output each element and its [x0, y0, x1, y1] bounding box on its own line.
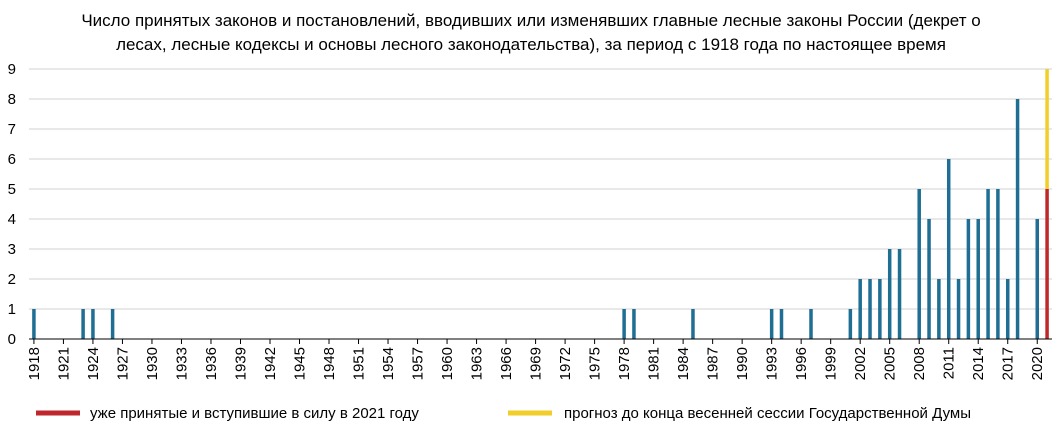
x-tick-label: 2014 [970, 347, 987, 380]
bar-main-2017 [1005, 279, 1010, 339]
legend: уже принятые и вступившие в силу в 2021 … [36, 405, 971, 422]
bar-main-1978 [622, 309, 626, 339]
y-tick-label: 7 [8, 121, 16, 138]
x-tick-label: 1933 [173, 347, 190, 380]
bar-main-1997 [809, 309, 813, 339]
bar-main-1926 [110, 309, 115, 339]
bar-main-2015 [986, 189, 990, 339]
y-tick-label: 4 [8, 211, 16, 228]
bar-main-1923 [81, 309, 85, 339]
bar-main-2016 [996, 189, 1000, 339]
x-tick-label: 1963 [469, 347, 486, 380]
y-tick-label: 0 [8, 331, 16, 348]
x-tick-label: 1954 [380, 347, 397, 380]
x-tick-label: 1981 [646, 347, 663, 380]
bar-adopted_2021-2021 [1045, 189, 1049, 339]
x-tick-label: 1939 [232, 347, 249, 380]
x-tick-label: 2005 [882, 347, 899, 380]
bar-main-2008 [917, 189, 921, 339]
bar-main-2002 [858, 279, 862, 339]
bar-main-1993 [769, 309, 774, 339]
x-tick-label: 1927 [114, 347, 131, 380]
x-tick-label: 1921 [55, 347, 72, 380]
y-tick-label: 2 [8, 271, 16, 288]
bar-main-1924 [91, 309, 95, 339]
bar-forecast_2021-2021 [1045, 69, 1049, 189]
bar-main-2006 [897, 249, 902, 339]
bar-main-1979 [632, 309, 636, 339]
x-tick-label: 1930 [144, 347, 161, 380]
x-tick-label: 1996 [793, 347, 810, 380]
x-tick-label: 1945 [292, 347, 309, 380]
x-tick-label: 1948 [321, 347, 338, 380]
x-tick-label: 1918 [26, 347, 43, 380]
x-tick-label: 2020 [1029, 347, 1046, 380]
x-tick-label: 1984 [675, 347, 692, 380]
bar-main-2003 [868, 279, 872, 339]
bar-main-2011 [946, 159, 951, 339]
bar-main-1985 [691, 309, 695, 339]
x-tick-label: 1987 [705, 347, 722, 380]
x-tick-label: 2002 [852, 347, 869, 380]
x-tick-label: 1990 [734, 347, 751, 380]
bar-main-2001 [848, 309, 853, 339]
x-tick-label: 1969 [528, 347, 545, 380]
bar-main-1918 [32, 309, 36, 339]
legend-label-adopted: уже принятые и вступившие в силу в 2021 … [90, 405, 419, 422]
x-tick-label: 2008 [911, 347, 928, 380]
bar-main-2009 [927, 219, 931, 339]
y-tick-label: 3 [8, 241, 16, 258]
y-tick-label: 9 [8, 61, 16, 78]
bar-main-2004 [878, 279, 882, 339]
bar-main-2013 [966, 219, 971, 339]
x-tick-label: 1999 [823, 347, 840, 380]
y-axis-ticks: 0 1 2 3 4 5 6 7 8 9 [8, 61, 16, 348]
bar-main-2010 [937, 279, 941, 339]
x-tick-label: 1942 [262, 347, 279, 380]
chart-title-line-2: лесах, лесные кодексы и основы лесного з… [116, 35, 946, 54]
y-tick-label: 5 [8, 181, 16, 198]
bars [32, 69, 1049, 339]
legend-label-forecast: прогноз до конца весенней сессии Государ… [564, 405, 971, 422]
y-tick-label: 1 [8, 301, 16, 318]
y-tick-label: 6 [8, 151, 16, 168]
x-tick-label: 1960 [439, 347, 456, 380]
x-tick-label: 2017 [1000, 347, 1017, 380]
gridlines [29, 68, 1052, 310]
bar-main-2005 [887, 249, 892, 339]
x-tick-label: 1978 [616, 347, 633, 380]
chart-title-line-1: Число принятых законов и постановлений, … [81, 11, 980, 30]
x-tick-label: 2011 [941, 347, 958, 379]
x-tick-label: 1924 [85, 347, 102, 380]
x-tick-label: 1975 [587, 347, 604, 380]
bar-main-2020 [1035, 219, 1039, 339]
bar-main-1994 [779, 309, 784, 339]
y-tick-label: 8 [8, 91, 16, 108]
x-tick-label: 1972 [557, 347, 574, 380]
x-tick-label: 1966 [498, 347, 515, 380]
x-tick-label: 1957 [410, 347, 427, 380]
x-tick-label: 1993 [764, 347, 781, 380]
bar-main-2012 [956, 279, 961, 339]
bar-main-2018 [1015, 99, 1020, 339]
x-axis-ticks: 1918 1921 1924 1927 1930 1933 1936 1939 1942 1945… [26, 339, 1046, 380]
x-tick-label: 1936 [203, 347, 220, 380]
x-tick-label: 1951 [351, 347, 368, 380]
bar-main-2014 [976, 219, 980, 339]
